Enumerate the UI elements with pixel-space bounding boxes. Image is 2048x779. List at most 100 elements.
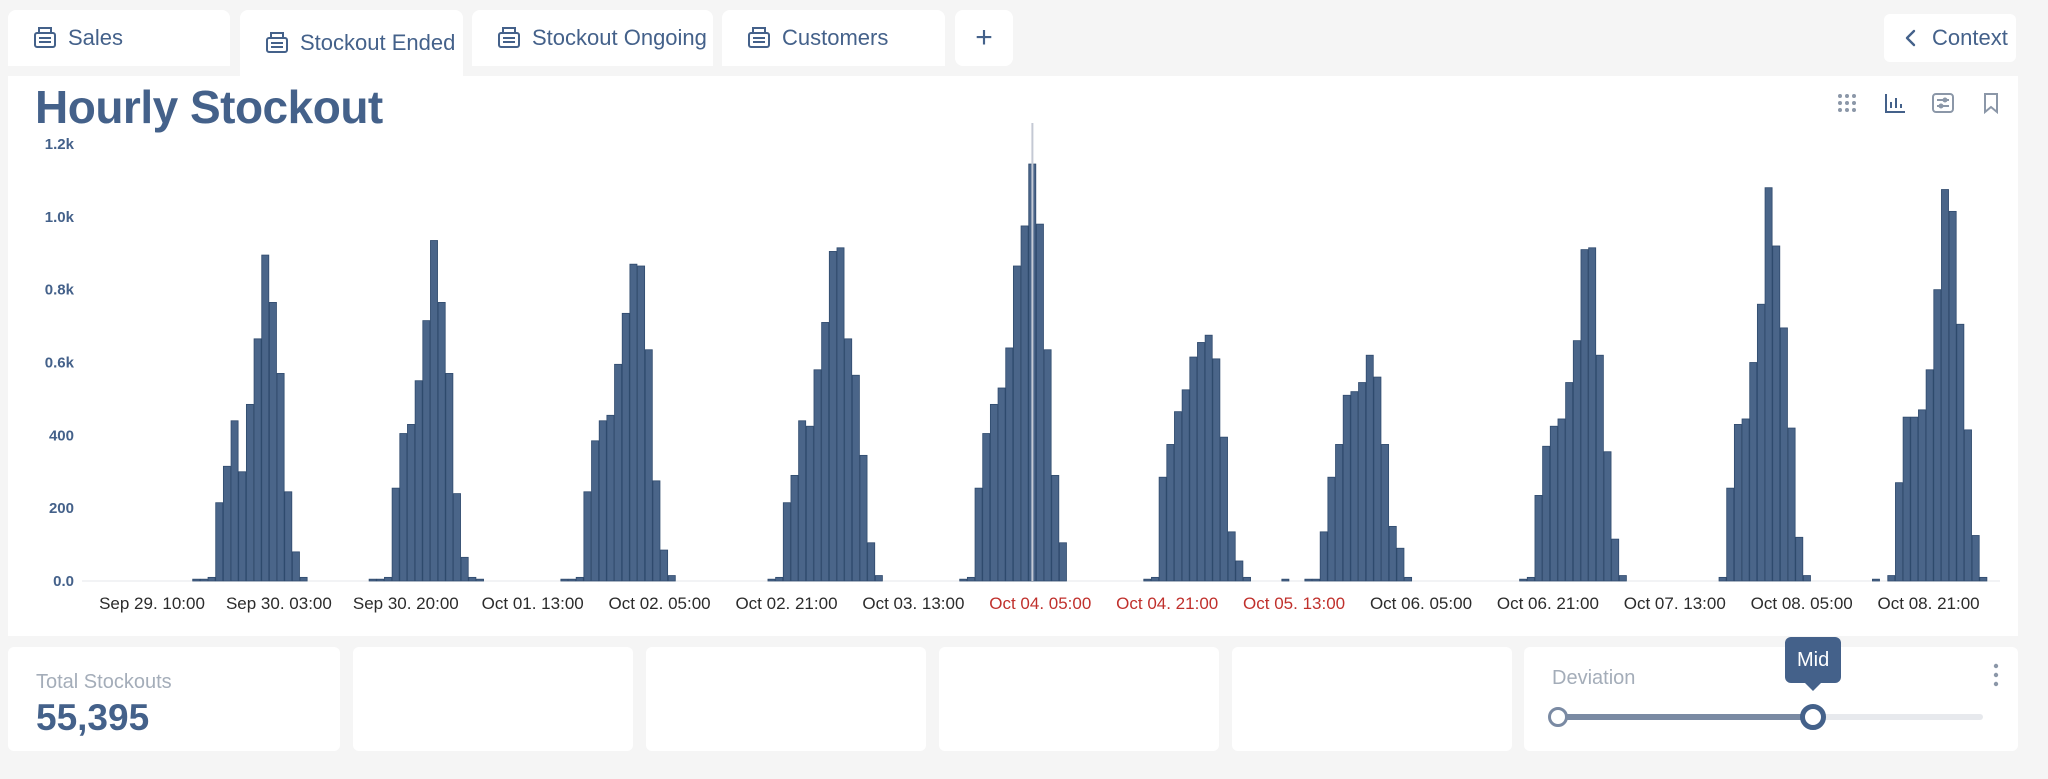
more-options-icon[interactable]	[1990, 661, 2002, 689]
chart-bar	[1756, 303, 1765, 582]
slider-handle-mid[interactable]	[1800, 704, 1826, 730]
chart-bar	[1319, 531, 1328, 582]
chart-bar	[1588, 247, 1597, 582]
kpi-card-empty[interactable]	[646, 647, 926, 751]
chart-bar	[591, 440, 600, 582]
kpi-card-empty[interactable]	[939, 647, 1219, 751]
chart-bar	[460, 556, 469, 582]
y-tick-label: 0.0	[53, 573, 74, 590]
bookmark-button[interactable]	[1976, 88, 2006, 118]
kpi-card-empty[interactable]	[353, 647, 633, 751]
chart-bar	[261, 254, 270, 582]
chart-bar	[583, 491, 592, 582]
chart-bar	[1020, 225, 1029, 582]
chart-bar	[644, 349, 653, 582]
x-tick-label: Oct 02. 05:00	[609, 594, 711, 613]
chart-bar	[1565, 382, 1574, 582]
chart-bar	[836, 247, 845, 582]
chart-bar	[268, 302, 277, 582]
chart-bar	[299, 576, 308, 582]
chart-bar	[1365, 354, 1374, 582]
chart-bar	[1059, 542, 1067, 582]
kpi-label: Total Stockouts	[36, 671, 172, 693]
chart-bar	[1726, 487, 1735, 582]
chart-bar	[1350, 391, 1359, 582]
chart-bar	[1618, 575, 1627, 582]
chart-bar	[1373, 376, 1382, 582]
chart-view-button[interactable]	[1880, 88, 1910, 118]
add-tab-button[interactable]: +	[955, 10, 1013, 66]
chart-bar	[859, 454, 868, 582]
kpi-card-empty[interactable]	[1232, 647, 1512, 751]
chart-bar	[660, 549, 669, 582]
chart-bar	[1902, 416, 1911, 582]
chart-bar	[1519, 578, 1528, 582]
grid-view-button[interactable]	[1832, 88, 1862, 118]
tab-stockout-ended[interactable]: Stockout Ended	[240, 10, 463, 76]
chart-bar	[1948, 210, 1957, 582]
tab-label: Customers	[782, 25, 889, 50]
chart-bar	[1220, 436, 1228, 582]
chart-bar	[215, 502, 224, 582]
chart-bar	[430, 240, 438, 582]
settings-button[interactable]	[1928, 88, 1958, 118]
chart-bar	[245, 403, 254, 582]
chart-bar	[1872, 578, 1880, 582]
chart-bar	[568, 578, 577, 582]
chart-bar	[1036, 223, 1044, 582]
register-icon	[748, 27, 770, 48]
chart-bar	[1227, 531, 1236, 582]
deviation-tooltip: Mid	[1785, 637, 1842, 691]
chart-bar	[368, 578, 377, 582]
chart-bar	[1925, 369, 1934, 582]
chart-bar	[874, 575, 883, 582]
chart-bar	[192, 578, 201, 582]
slider-handle-min[interactable]	[1548, 707, 1568, 727]
hourly-stockout-chart: 0.0 200 400 0.6k 0.8k 1.0k 1.2k Sep 29. 10:00 Se…	[45, 123, 2000, 613]
register-icon	[498, 27, 520, 48]
deviation-slider-track[interactable]	[1558, 714, 1983, 720]
chart-bar	[614, 363, 623, 582]
chart-bar	[767, 578, 776, 582]
chart-bar	[813, 369, 822, 582]
chart-bar	[1342, 394, 1351, 582]
x-tick-label: Sep 29. 10:00	[99, 594, 205, 613]
chart-bar	[222, 465, 231, 582]
chart-bar	[199, 578, 208, 582]
chart-bar	[1557, 418, 1566, 582]
chart-bar	[437, 302, 446, 582]
chart-bar	[966, 576, 975, 582]
deviation-label: Deviation	[1552, 667, 1636, 689]
context-label: Context	[1932, 25, 2008, 50]
chart-bar	[468, 576, 477, 582]
chart-bar	[1595, 354, 1604, 582]
kpi-total-stockouts[interactable]: Total Stockouts 55,395	[8, 647, 340, 751]
settings-sliders-icon	[1932, 93, 1954, 113]
chart-bar	[621, 312, 630, 582]
chart-bar	[1542, 445, 1551, 582]
chart-bar	[1151, 576, 1159, 582]
chart-bar	[1381, 444, 1390, 582]
chart-bar	[1803, 575, 1811, 582]
chart-bar	[1795, 536, 1804, 582]
tab-stockout-ongoing[interactable]: Stockout Ongoing	[472, 10, 713, 66]
chart-bar	[1887, 575, 1896, 582]
chart-bar	[1779, 327, 1788, 582]
chart-bar	[1281, 578, 1290, 582]
chart-bar	[1404, 576, 1413, 582]
x-tick-label: Oct 03. 13:00	[862, 594, 964, 613]
chart-bar	[652, 480, 661, 582]
tab-customers[interactable]: Customers	[722, 10, 945, 66]
chart-bar	[1772, 245, 1781, 582]
chart-bar	[1572, 340, 1581, 582]
chart-bar	[575, 576, 584, 582]
tab-sales[interactable]: Sales	[8, 10, 230, 66]
chart-bar	[606, 414, 615, 582]
chart-bar	[207, 576, 216, 582]
x-tick-label: Oct 07. 13:00	[1624, 594, 1726, 613]
chart-bar	[1964, 429, 1972, 582]
context-button[interactable]: Context	[1884, 14, 2016, 62]
chart-bar	[1312, 578, 1320, 582]
chart-bar	[1580, 249, 1589, 582]
chart-bar	[974, 487, 983, 582]
